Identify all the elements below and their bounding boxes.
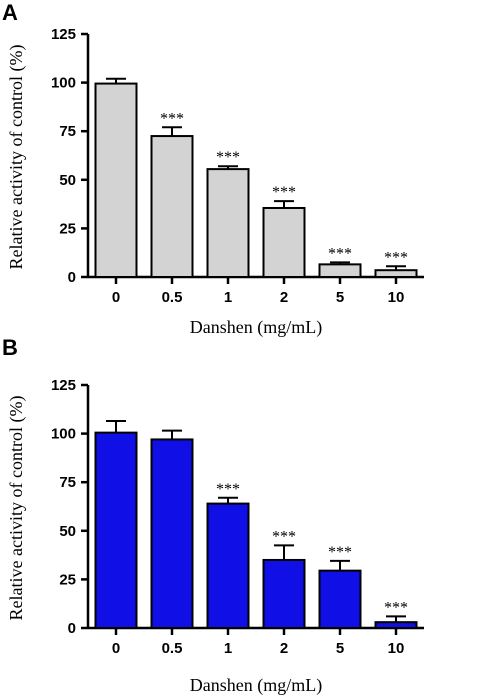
chart-panel-a: A Relative activity of control (%) Dansh… xyxy=(2,0,424,338)
bar-b-1 xyxy=(150,438,194,629)
y-tick-label-b-0: 0 xyxy=(68,620,76,637)
y-tick-label-b-75: 75 xyxy=(59,474,76,491)
significance-a-5: *** xyxy=(384,249,408,266)
bar-b-5 xyxy=(374,621,418,630)
bar-b-3 xyxy=(262,558,306,630)
significance-b-2: *** xyxy=(216,481,240,498)
panel-label-b: B xyxy=(2,335,18,360)
bar-b-0 xyxy=(94,431,138,629)
bar-a-0 xyxy=(94,82,138,278)
bar-b-4 xyxy=(318,569,362,629)
x-tick-label-a-5: 10 xyxy=(388,289,405,306)
y-tick-label-a-75: 75 xyxy=(59,123,76,140)
bar-b-2 xyxy=(206,502,250,630)
y-tick-label-a-25: 25 xyxy=(59,220,76,237)
bar-a-4 xyxy=(318,263,362,279)
significance-b-3: *** xyxy=(272,528,296,545)
x-tick-label-b-1: 0.5 xyxy=(162,640,183,657)
plot-area-b: 0 25 50 75 100 125 0 0.5 1 *** 2 *** 5 *** 10 *** xyxy=(51,377,424,657)
y-tick-label-a-100: 100 xyxy=(51,75,76,92)
chart-panel-b: B Relative activity of control (%) Dansh… xyxy=(2,335,424,696)
x-tick-label-a-0: 0 xyxy=(112,289,120,306)
significance-b-5: *** xyxy=(384,599,408,616)
plot-area-a: 0 25 50 75 100 125 0 0.5 *** 1 *** 2 *** 5 *** 10 *** xyxy=(51,26,424,306)
bar-a-5 xyxy=(374,269,418,279)
y-tick-label-a-125: 125 xyxy=(51,26,76,43)
x-axis-label-a: Danshen (mg/mL) xyxy=(190,317,322,338)
bar-a-2 xyxy=(206,168,250,278)
x-tick-label-b-4: 5 xyxy=(336,640,344,657)
bar-a-1 xyxy=(150,135,194,278)
y-tick-label-b-125: 125 xyxy=(51,377,76,394)
y-tick-label-b-25: 25 xyxy=(59,571,76,588)
x-axis-label-b: Danshen (mg/mL) xyxy=(190,675,322,696)
significance-b-4: *** xyxy=(328,544,352,561)
significance-a-1: *** xyxy=(160,110,184,127)
significance-a-4: *** xyxy=(328,245,352,262)
y-tick-label-a-0: 0 xyxy=(68,269,76,286)
y-tick-label-a-50: 50 xyxy=(59,172,76,189)
x-tick-label-a-3: 2 xyxy=(280,289,288,306)
significance-a-2: *** xyxy=(216,149,240,166)
x-tick-label-a-4: 5 xyxy=(336,289,344,306)
panel-label-a: A xyxy=(2,0,18,25)
x-tick-label-b-3: 2 xyxy=(280,640,288,657)
y-axis-label-a: Relative activity of control (%) xyxy=(6,45,27,270)
bar-a-3 xyxy=(262,206,306,279)
x-tick-label-b-2: 1 xyxy=(224,640,232,657)
x-tick-label-b-0: 0 xyxy=(112,640,120,657)
significance-a-3: *** xyxy=(272,184,296,201)
x-tick-label-b-5: 10 xyxy=(388,640,405,657)
y-tick-label-b-100: 100 xyxy=(51,426,76,443)
x-tick-label-a-2: 1 xyxy=(224,289,232,306)
y-tick-label-b-50: 50 xyxy=(59,523,76,540)
y-axis-label-b: Relative activity of control (%) xyxy=(6,396,27,621)
x-tick-label-a-1: 0.5 xyxy=(162,289,183,306)
